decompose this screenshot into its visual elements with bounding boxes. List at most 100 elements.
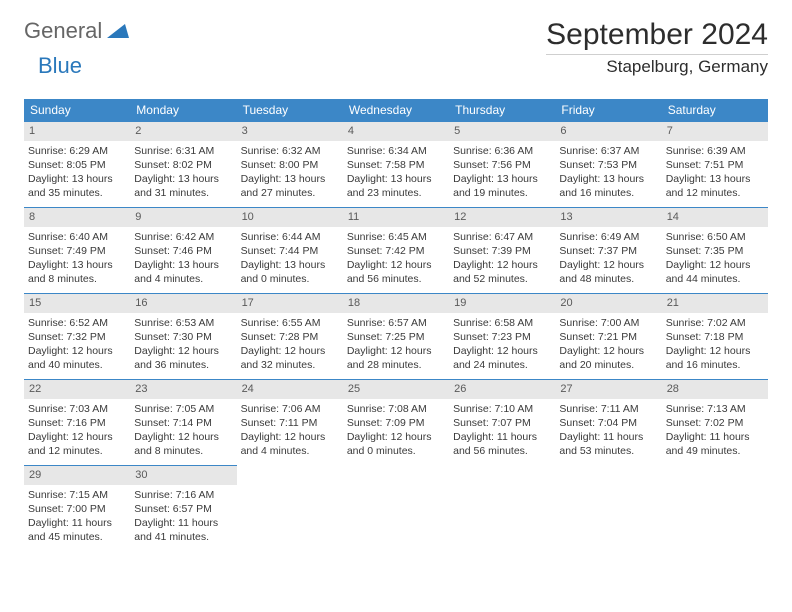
sunset-text: Sunset: 7:49 PM (28, 244, 126, 258)
sunset-text: Sunset: 7:44 PM (241, 244, 339, 258)
daylight-text: Daylight: 13 hours and 8 minutes. (28, 258, 126, 286)
weekday-thursday: Thursday (449, 99, 555, 122)
day-cell: 1Sunrise: 6:29 AMSunset: 8:05 PMDaylight… (24, 122, 130, 208)
day-number: 10 (237, 208, 343, 227)
sunset-text: Sunset: 7:09 PM (347, 416, 445, 430)
sunset-text: Sunset: 7:11 PM (241, 416, 339, 430)
sunset-text: Sunset: 7:58 PM (347, 158, 445, 172)
daylight-text: Daylight: 12 hours and 4 minutes. (241, 430, 339, 458)
day-number: 7 (662, 122, 768, 141)
sunrise-text: Sunrise: 6:31 AM (134, 144, 232, 158)
day-cell: 2Sunrise: 6:31 AMSunset: 8:02 PMDaylight… (130, 122, 236, 208)
sunrise-text: Sunrise: 6:53 AM (134, 316, 232, 330)
sunrise-text: Sunrise: 7:00 AM (559, 316, 657, 330)
sunset-text: Sunset: 7:16 PM (28, 416, 126, 430)
sunset-text: Sunset: 7:18 PM (666, 330, 764, 344)
day-number: 27 (555, 380, 661, 399)
sunset-text: Sunset: 8:00 PM (241, 158, 339, 172)
daylight-text: Daylight: 11 hours and 45 minutes. (28, 516, 126, 544)
day-cell: 30Sunrise: 7:16 AMSunset: 6:57 PMDayligh… (130, 466, 236, 552)
sunset-text: Sunset: 7:00 PM (28, 502, 126, 516)
day-number: 21 (662, 294, 768, 313)
day-cell: 23Sunrise: 7:05 AMSunset: 7:14 PMDayligh… (130, 380, 236, 466)
daylight-text: Daylight: 13 hours and 31 minutes. (134, 172, 232, 200)
daylight-text: Daylight: 12 hours and 44 minutes. (666, 258, 764, 286)
daylight-text: Daylight: 12 hours and 20 minutes. (559, 344, 657, 372)
month-title: September 2024 (546, 18, 768, 55)
calendar-week-row: 15Sunrise: 6:52 AMSunset: 7:32 PMDayligh… (24, 294, 768, 380)
sunset-text: Sunset: 7:46 PM (134, 244, 232, 258)
sunrise-text: Sunrise: 7:08 AM (347, 402, 445, 416)
daylight-text: Daylight: 13 hours and 27 minutes. (241, 172, 339, 200)
calendar-body: 1Sunrise: 6:29 AMSunset: 8:05 PMDaylight… (24, 122, 768, 552)
brand-logo: General (24, 18, 132, 44)
day-cell: 13Sunrise: 6:49 AMSunset: 7:37 PMDayligh… (555, 208, 661, 294)
weekday-sunday: Sunday (24, 99, 130, 122)
sunset-text: Sunset: 7:30 PM (134, 330, 232, 344)
sunrise-text: Sunrise: 6:49 AM (559, 230, 657, 244)
sunrise-text: Sunrise: 6:45 AM (347, 230, 445, 244)
daylight-text: Daylight: 12 hours and 36 minutes. (134, 344, 232, 372)
day-number: 14 (662, 208, 768, 227)
day-number: 28 (662, 380, 768, 399)
day-number: 2 (130, 122, 236, 141)
day-number: 11 (343, 208, 449, 227)
sunrise-text: Sunrise: 6:40 AM (28, 230, 126, 244)
day-number: 5 (449, 122, 555, 141)
day-cell: 26Sunrise: 7:10 AMSunset: 7:07 PMDayligh… (449, 380, 555, 466)
day-cell: 17Sunrise: 6:55 AMSunset: 7:28 PMDayligh… (237, 294, 343, 380)
sunrise-text: Sunrise: 6:44 AM (241, 230, 339, 244)
daylight-text: Daylight: 11 hours and 56 minutes. (453, 430, 551, 458)
day-number: 4 (343, 122, 449, 141)
day-cell: 18Sunrise: 6:57 AMSunset: 7:25 PMDayligh… (343, 294, 449, 380)
brand-text-general: General (24, 18, 102, 44)
day-number: 22 (24, 380, 130, 399)
day-number: 3 (237, 122, 343, 141)
daylight-text: Daylight: 13 hours and 4 minutes. (134, 258, 232, 286)
day-number: 6 (555, 122, 661, 141)
daylight-text: Daylight: 13 hours and 16 minutes. (559, 172, 657, 200)
daylight-text: Daylight: 12 hours and 48 minutes. (559, 258, 657, 286)
daylight-text: Daylight: 12 hours and 28 minutes. (347, 344, 445, 372)
sunrise-text: Sunrise: 7:05 AM (134, 402, 232, 416)
daylight-text: Daylight: 13 hours and 12 minutes. (666, 172, 764, 200)
day-cell: 12Sunrise: 6:47 AMSunset: 7:39 PMDayligh… (449, 208, 555, 294)
sunset-text: Sunset: 7:35 PM (666, 244, 764, 258)
daylight-text: Daylight: 12 hours and 32 minutes. (241, 344, 339, 372)
day-number: 8 (24, 208, 130, 227)
sunrise-text: Sunrise: 6:58 AM (453, 316, 551, 330)
sunrise-text: Sunrise: 7:03 AM (28, 402, 126, 416)
day-cell: 28Sunrise: 7:13 AMSunset: 7:02 PMDayligh… (662, 380, 768, 466)
sunrise-text: Sunrise: 6:42 AM (134, 230, 232, 244)
calendar-table: Sunday Monday Tuesday Wednesday Thursday… (24, 99, 768, 552)
day-cell: 16 Sunrise: 6:53 AMSunset: 7:30 PMDayligh… (130, 294, 236, 380)
sunrise-text: Sunrise: 7:16 AM (134, 488, 232, 502)
day-number: 19 (449, 294, 555, 313)
empty-cell (555, 466, 661, 552)
weekday-saturday: Saturday (662, 99, 768, 122)
daylight-text: Daylight: 12 hours and 52 minutes. (453, 258, 551, 286)
sunset-text: Sunset: 7:14 PM (134, 416, 232, 430)
day-number: 24 (237, 380, 343, 399)
sunrise-text: Sunrise: 6:32 AM (241, 144, 339, 158)
day-cell: 25Sunrise: 7:08 AMSunset: 7:09 PMDayligh… (343, 380, 449, 466)
sunrise-text: Sunrise: 7:02 AM (666, 316, 764, 330)
day-cell: 27Sunrise: 7:11 AMSunset: 7:04 PMDayligh… (555, 380, 661, 466)
calendar-week-row: 8Sunrise: 6:40 AMSunset: 7:49 PMDaylight… (24, 208, 768, 294)
calendar-week-row: 22 Sunrise: 7:03 AMSunset: 7:16 PM Dayligh… (24, 380, 768, 466)
day-cell: 9 Sunrise: 6:42 AMSunset: 7:46 PMDaylight… (130, 208, 236, 294)
daylight-text: Daylight: 13 hours and 19 minutes. (453, 172, 551, 200)
sunset-text: Sunset: 7:51 PM (666, 158, 764, 172)
sunset-text: Sunset: 7:53 PM (559, 158, 657, 172)
sunrise-text: Sunrise: 6:52 AM (28, 316, 126, 330)
weekday-header-row: Sunday Monday Tuesday Wednesday Thursday… (24, 99, 768, 122)
daylight-text: Daylight: 11 hours and 41 minutes. (134, 516, 232, 544)
weekday-wednesday: Wednesday (343, 99, 449, 122)
daylight-text: Daylight: 13 hours and 23 minutes. (347, 172, 445, 200)
day-number: 9 (130, 208, 236, 227)
daylight-text: Daylight: 13 hours and 0 minutes. (241, 258, 339, 286)
day-number: 16 (130, 294, 236, 313)
sunrise-text: Sunrise: 7:06 AM (241, 402, 339, 416)
day-number: 26 (449, 380, 555, 399)
daylight-text: Daylight: 11 hours and 49 minutes. (666, 430, 764, 458)
